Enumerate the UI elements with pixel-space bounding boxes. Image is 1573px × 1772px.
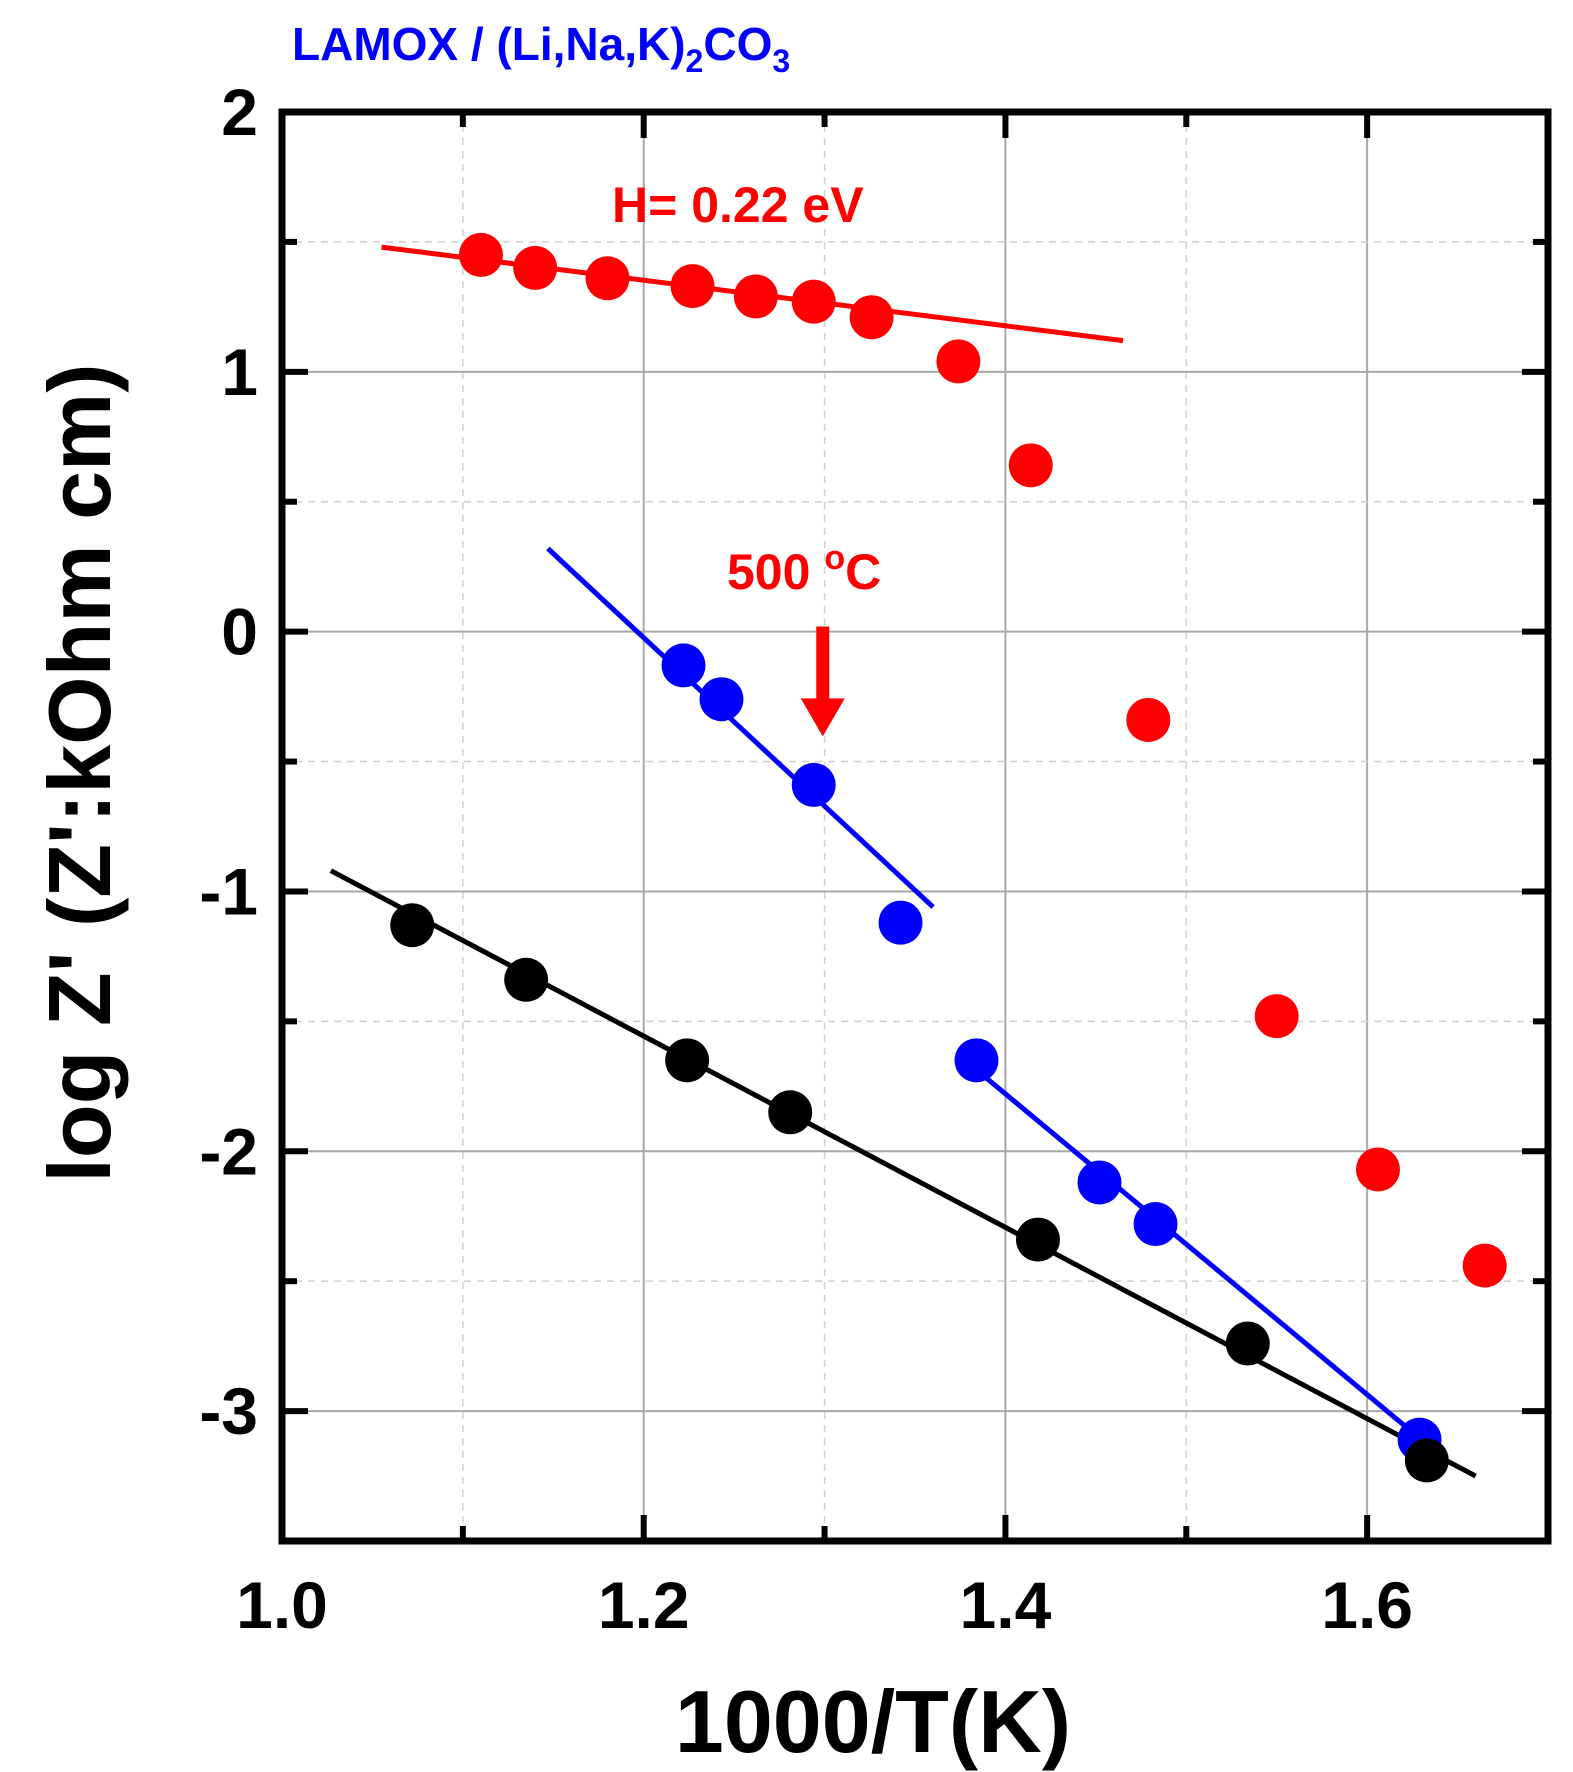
x-tick-label: 1.4 bbox=[960, 1568, 1052, 1642]
y-tick-label: -1 bbox=[199, 854, 258, 928]
black-data-point bbox=[1225, 1321, 1270, 1366]
blue-data-point bbox=[1077, 1160, 1122, 1205]
red-data-point bbox=[733, 274, 778, 319]
activation-energy-label: H= 0.22 eV bbox=[612, 177, 864, 233]
x-tick-label: 1.6 bbox=[1321, 1568, 1413, 1642]
fit-lines bbox=[329, 244, 1477, 1479]
x-tick-label: 1.0 bbox=[236, 1568, 328, 1642]
chart-title: LAMOX / (Li,Na,K)2CO3 bbox=[292, 18, 790, 79]
red-data-point bbox=[1462, 1243, 1507, 1288]
black-data-point bbox=[768, 1090, 813, 1135]
annotations: H= 0.22 eV 500 oC bbox=[612, 177, 881, 737]
red-data-point bbox=[791, 279, 836, 324]
x-tick-label: 1.2 bbox=[598, 1568, 690, 1642]
grid bbox=[281, 111, 1549, 1542]
arrow-head-icon bbox=[800, 698, 845, 737]
blue-fit-line bbox=[546, 546, 935, 909]
y-tick-label: 0 bbox=[221, 595, 258, 669]
blue-data-point bbox=[661, 643, 706, 688]
blue-data-point bbox=[878, 900, 923, 945]
plot-frame bbox=[278, 108, 1552, 1545]
red-data-point bbox=[849, 295, 894, 340]
red-data-point bbox=[670, 264, 715, 309]
red-data-point bbox=[585, 256, 630, 301]
black-fit-line bbox=[329, 868, 1477, 1479]
chart-title-main: LAMOX / (Li,Na,K) bbox=[292, 18, 686, 70]
y-tick-label: 1 bbox=[221, 335, 258, 409]
blue-data-point bbox=[791, 762, 836, 807]
temperature-degree: o bbox=[824, 539, 845, 577]
blue-data-point bbox=[699, 677, 744, 722]
black-data-point bbox=[1015, 1217, 1060, 1262]
chart-title-sub2: 3 bbox=[772, 43, 790, 79]
temperature-value: 500 bbox=[727, 544, 824, 600]
red-data-point bbox=[1008, 443, 1053, 488]
plot-border bbox=[278, 108, 1552, 1545]
ticks: 1.0 1.2 1.4 1.6 -3 -2 -1 0 1 2 bbox=[199, 75, 1551, 1642]
y-tick-label: -3 bbox=[199, 1374, 258, 1448]
blue-data-point bbox=[1133, 1202, 1178, 1247]
y-axis-title: log Z' (Z':kOhm cm) bbox=[30, 363, 129, 1182]
temperature-unit: C bbox=[845, 544, 881, 600]
red-data-point bbox=[1254, 994, 1299, 1039]
red-data-point bbox=[1355, 1147, 1400, 1192]
black-data-point bbox=[1404, 1438, 1449, 1483]
red-data-point bbox=[1126, 697, 1171, 742]
x-axis-title: 1000/T(K) bbox=[675, 1672, 1071, 1771]
red-data-point bbox=[458, 232, 503, 277]
data-points bbox=[390, 232, 1507, 1483]
red-data-point bbox=[513, 245, 558, 290]
black-data-point bbox=[390, 903, 435, 948]
chart-title-mid: CO bbox=[703, 18, 772, 70]
temperature-label: 500 oC bbox=[727, 539, 881, 600]
blue-fit-line bbox=[960, 1055, 1423, 1442]
y-tick-label: -2 bbox=[199, 1114, 258, 1188]
y-tick-label: 2 bbox=[221, 75, 258, 149]
chart-title-sub1: 2 bbox=[686, 43, 704, 79]
red-data-point bbox=[936, 339, 981, 384]
blue-data-point bbox=[954, 1038, 999, 1083]
black-data-point bbox=[665, 1038, 710, 1083]
black-data-point bbox=[504, 957, 549, 1002]
